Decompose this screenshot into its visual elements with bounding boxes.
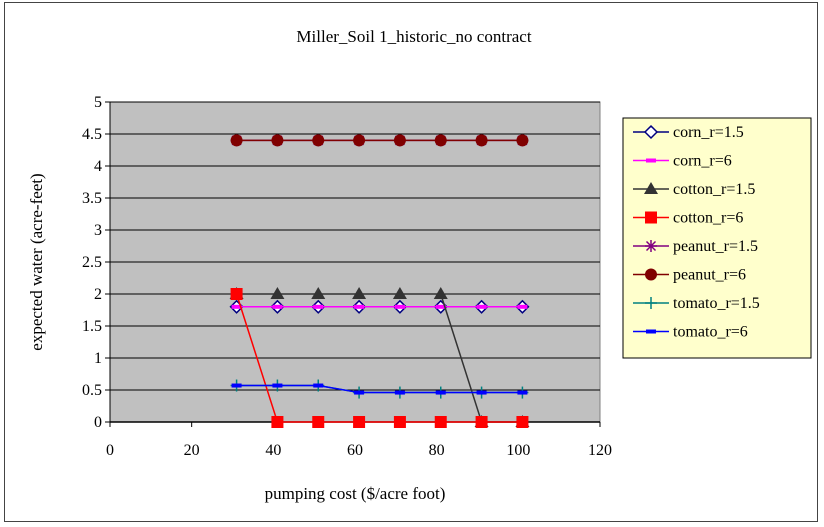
asterisk-stroke — [645, 240, 657, 252]
data-point — [311, 287, 326, 299]
legend-item: cotton_r=1.5 — [633, 181, 755, 198]
data-point — [517, 304, 528, 309]
data-point — [313, 383, 324, 388]
data-point — [270, 287, 285, 299]
legend-marker — [645, 211, 657, 224]
data-point — [434, 416, 447, 428]
legend-marker — [643, 124, 659, 140]
data-point — [394, 304, 405, 309]
legend-marker — [645, 297, 657, 309]
x-tick-label: 80 — [429, 442, 445, 459]
data-point — [392, 287, 407, 299]
y-axis-label: expected water (acre-feet) — [27, 173, 46, 350]
data-point — [353, 134, 366, 147]
data-point — [433, 287, 448, 299]
x-tick-label: 100 — [506, 442, 530, 459]
legend-marker — [644, 182, 658, 194]
legend-label: peanut_r=1.5 — [673, 238, 758, 255]
legend-item: corn_r=1.5 — [633, 124, 744, 141]
data-point — [435, 390, 446, 395]
data-point — [516, 416, 529, 428]
x-tick-label: 20 — [184, 442, 200, 459]
legend-item: tomato_r=6 — [633, 324, 748, 341]
series-tomato-r-6 — [231, 383, 528, 395]
data-point — [230, 134, 243, 147]
data-point — [434, 134, 447, 147]
legend-label: tomato_r=6 — [673, 324, 748, 341]
legend-marker — [645, 240, 657, 252]
legend-item: peanut_r=1.5 — [633, 238, 758, 255]
data-point — [516, 134, 529, 147]
y-tick-label: 1.5 — [82, 318, 102, 335]
data-point — [476, 304, 487, 309]
y-tick-label: 3.5 — [82, 190, 102, 207]
series-line — [236, 384, 523, 394]
data-point — [230, 288, 243, 300]
data-point — [393, 416, 406, 428]
y-tick-label: 5 — [94, 94, 102, 111]
x-tick-label: 60 — [347, 442, 363, 459]
series-corn-r-6 — [231, 304, 528, 309]
data-point — [354, 390, 365, 395]
data-point — [352, 287, 367, 299]
data-point — [435, 304, 446, 309]
legend-label: cotton_r=1.5 — [673, 181, 755, 198]
series-line — [235, 293, 523, 423]
data-point — [476, 390, 487, 395]
legend-marker — [646, 329, 656, 334]
y-tick-label: 0.5 — [82, 382, 102, 399]
data-point — [517, 390, 528, 395]
legend-item: corn_r=6 — [633, 153, 732, 170]
legend-item: tomato_r=1.5 — [633, 295, 760, 312]
data-point — [354, 304, 365, 309]
legend-label: tomato_r=1.5 — [673, 295, 760, 312]
y-tick-label: 4 — [94, 158, 102, 175]
y-tick-label: 1 — [94, 350, 102, 367]
data-point — [272, 304, 283, 309]
data-point — [271, 416, 284, 428]
data-point — [271, 134, 284, 147]
data-point — [312, 416, 325, 428]
data-point — [353, 416, 366, 428]
legend-label: peanut_r=6 — [673, 267, 746, 284]
legend-label: corn_r=1.5 — [673, 124, 744, 141]
series-peanut-r-6 — [230, 134, 529, 147]
x-tick-label: 120 — [588, 442, 612, 459]
series-line — [236, 293, 523, 423]
y-tick-label: 2 — [94, 286, 102, 303]
x-tick-label: 0 — [106, 442, 114, 459]
legend-label: cotton_r=6 — [673, 210, 743, 227]
y-tick-label: 3 — [94, 222, 102, 239]
data-point — [393, 134, 406, 147]
y-tick-label: 4.5 — [82, 126, 102, 143]
data-point — [475, 416, 488, 428]
data-point — [313, 304, 324, 309]
series-cotton-r-6 — [230, 288, 529, 428]
x-axis-label: pumping cost ($/acre foot) — [265, 484, 446, 503]
legend-marker — [646, 158, 656, 163]
chart-title: Miller_Soil 1_historic_no contract — [296, 27, 531, 46]
legend-box — [622, 117, 812, 359]
data-point — [312, 134, 325, 147]
data-point — [272, 383, 283, 388]
data-point — [394, 390, 405, 395]
legend-marker — [645, 268, 657, 281]
legend-item: peanut_r=6 — [633, 267, 746, 284]
legend-label: corn_r=6 — [673, 153, 732, 170]
y-tick-label: 2.5 — [82, 254, 102, 271]
data-point — [231, 304, 242, 309]
legend-item: cotton_r=6 — [633, 210, 743, 227]
data-point — [475, 134, 488, 147]
data-point — [231, 383, 242, 388]
x-tick-label: 40 — [265, 442, 281, 459]
y-tick-label: 0 — [94, 414, 102, 431]
